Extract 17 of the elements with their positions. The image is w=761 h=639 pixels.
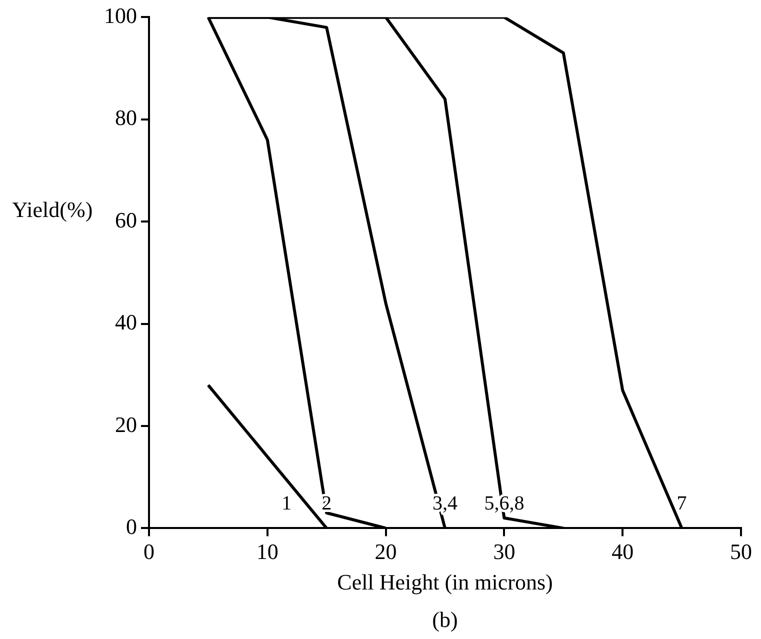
series-label: 7	[676, 492, 687, 514]
x-tick-label: 0	[144, 539, 154, 564]
x-tick-label: 40	[612, 539, 634, 564]
y-tick-label: 80	[115, 105, 137, 130]
x-axis-title: Cell Height (in microns)	[337, 570, 553, 595]
y-tick-label: 40	[115, 310, 137, 335]
x-tick-label: 50	[730, 539, 752, 564]
text: (b)	[432, 606, 458, 632]
series-label: 1	[282, 492, 292, 514]
x-tick-label: 30	[493, 539, 516, 564]
y-tick-label: 60	[115, 207, 137, 232]
x-tick-label: 10	[256, 539, 278, 564]
x-tick-label: 20	[374, 539, 397, 564]
y-tick-label: 0	[126, 514, 137, 539]
y-axis-title: Yield(%)	[12, 197, 93, 222]
y-tick-label: 100	[104, 2, 137, 28]
y-tick-label: 20	[115, 412, 137, 437]
